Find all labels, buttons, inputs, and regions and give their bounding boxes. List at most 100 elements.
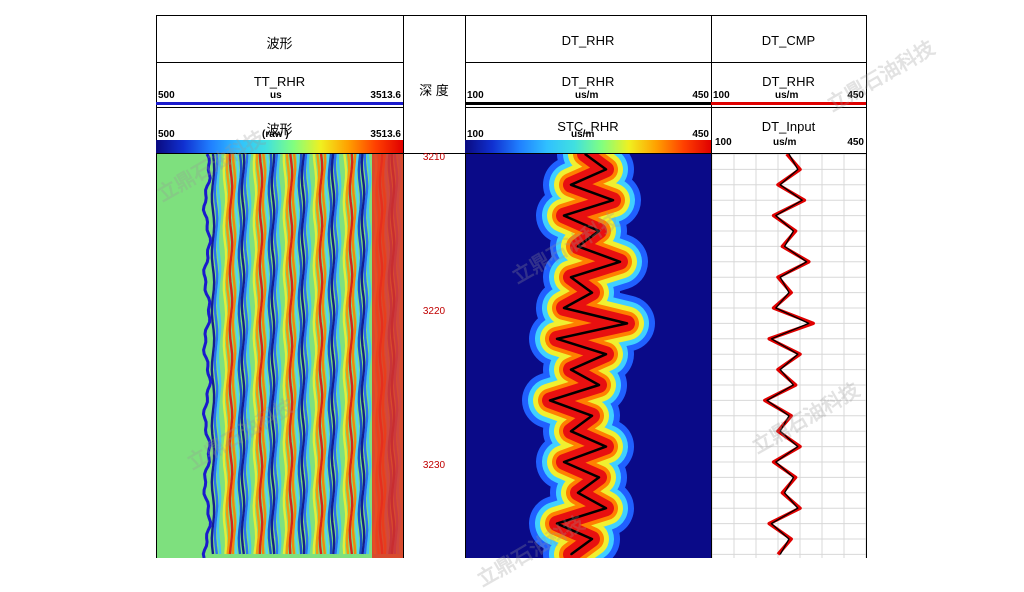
dt-rhr-point [563, 214, 565, 217]
waveform-stripe [330, 154, 336, 555]
dt-rhr-legend-line [465, 102, 711, 105]
waveform-stripe [261, 154, 267, 555]
dt-input-scale: 100 us/m 450 [715, 137, 864, 149]
waveform-stripes [210, 154, 403, 555]
dt-rhr-point [584, 154, 586, 155]
track-border [156, 15, 157, 558]
dt-rhr-point [598, 230, 600, 232]
dt-rhr-point [605, 507, 607, 510]
scale-unit: us [270, 90, 282, 101]
stc-rhr-scale: 100 us/m 450 [467, 129, 709, 141]
tt-rhr-curve-name: TT_RHR [253, 74, 306, 89]
scale-min: 500 [158, 90, 175, 101]
dt-rhr-point [570, 184, 572, 186]
waveform-stripe [321, 154, 327, 555]
waveform-stripe [246, 154, 252, 555]
waveform-stripe [228, 154, 234, 555]
dt-rhr-point [570, 430, 572, 433]
scale-min: 100 [715, 137, 732, 148]
depth-tick-label: 3210 [422, 152, 446, 163]
track-border [403, 15, 404, 558]
waveform-stripe [297, 154, 303, 555]
waveform-stripe [270, 154, 276, 555]
scale-unit: us/m [773, 137, 797, 148]
scale-unit: us/m [575, 90, 599, 101]
dt-rhr-point [570, 553, 572, 556]
dt-rhr-point [626, 322, 628, 325]
waveform-stripe [213, 154, 219, 555]
dt-input-curve-name: DT_Input [761, 119, 816, 134]
scale-min: 500 [158, 129, 175, 140]
scale-min: 100 [467, 129, 484, 140]
dt-cmp-curve1-scale: 100 us/m 450 [713, 90, 864, 102]
header-bottom-border [156, 153, 867, 154]
dt-rhr-point [612, 199, 614, 201]
dt-rhr-point [598, 476, 600, 479]
depth-track-title: 深 度 [419, 83, 449, 98]
waveform-stripe [363, 154, 369, 555]
waveform-stripe [336, 154, 342, 555]
scale-max: 3513.6 [370, 129, 401, 140]
waveform-stripe [348, 154, 354, 555]
waveform-stripe [240, 154, 246, 555]
dt-cmp-track-title: DT_CMP [761, 33, 816, 48]
track-border [465, 15, 466, 558]
dt-rhr-point [619, 261, 621, 263]
waveform-stripe [258, 154, 264, 555]
scale-max: 450 [847, 137, 864, 148]
waveform-stripe [237, 154, 243, 555]
waveform-stripe [219, 154, 225, 555]
waveform-stripe [354, 154, 360, 555]
dt-rhr-point [563, 461, 565, 463]
scale-unit: (raw ) [262, 129, 289, 140]
waveform-stripe [225, 154, 231, 555]
dt-cmp-curve1-name: DT_RHR [762, 74, 815, 89]
waveform-stripe [216, 154, 222, 555]
waveform-stripe [276, 154, 282, 555]
stc-rhr-coherence-image [466, 154, 711, 558]
waveform-stripe [291, 154, 297, 555]
scale-min: 100 [467, 90, 484, 101]
waveform-stripe [249, 154, 255, 555]
stc-rhr-image-name: STC_RHR [557, 119, 619, 134]
dt-rhr-point [570, 368, 572, 371]
tt-rhr-legend-line [156, 102, 403, 105]
waveform-stripe [318, 154, 324, 555]
waveform-stripe [309, 154, 315, 555]
scale-min: 100 [713, 90, 730, 101]
waveform-stripe [252, 154, 258, 555]
scale-unit: us/m [571, 129, 595, 140]
header-top-border [156, 15, 867, 16]
waveform-stripe [306, 154, 312, 555]
waveform-stripe [324, 154, 330, 555]
header-row-divider [465, 107, 867, 108]
dt-rhr-point [605, 445, 607, 448]
track-border [866, 15, 867, 558]
waveform-stripe [345, 154, 351, 555]
dt-rhr-point [591, 291, 593, 294]
waveform-stripe [303, 154, 309, 555]
dt-cmp-curve-plot [712, 154, 866, 558]
dt-rhr-point [591, 538, 593, 540]
waveform-stripe [243, 154, 249, 555]
waveform-image-name: 波形 [266, 122, 293, 137]
waveform-stripe [267, 154, 273, 555]
dt-rhr-point [605, 168, 607, 171]
scale-max: 450 [692, 90, 709, 101]
dt-cmp-red-legend-line [711, 102, 866, 105]
dt-rhr-point [598, 384, 600, 386]
waveform-variable-density-image [157, 154, 403, 558]
dt-rhr-scale: 100 us/m 450 [467, 90, 709, 102]
tt-rhr-scale: 500 us 3513.6 [158, 90, 401, 102]
waveform-stripe [315, 154, 321, 555]
dt-rhr-point [556, 522, 558, 525]
waveform-stripe [231, 154, 237, 555]
waveform-stripe [234, 154, 240, 555]
waveform-stripe [210, 154, 216, 555]
dt-rhr-point [570, 276, 572, 278]
scale-max: 450 [692, 129, 709, 140]
dt-rhr-point [549, 399, 551, 402]
dt-rhr-point [605, 353, 607, 355]
header-row-divider [156, 107, 403, 108]
waveform-stripe [282, 154, 288, 555]
